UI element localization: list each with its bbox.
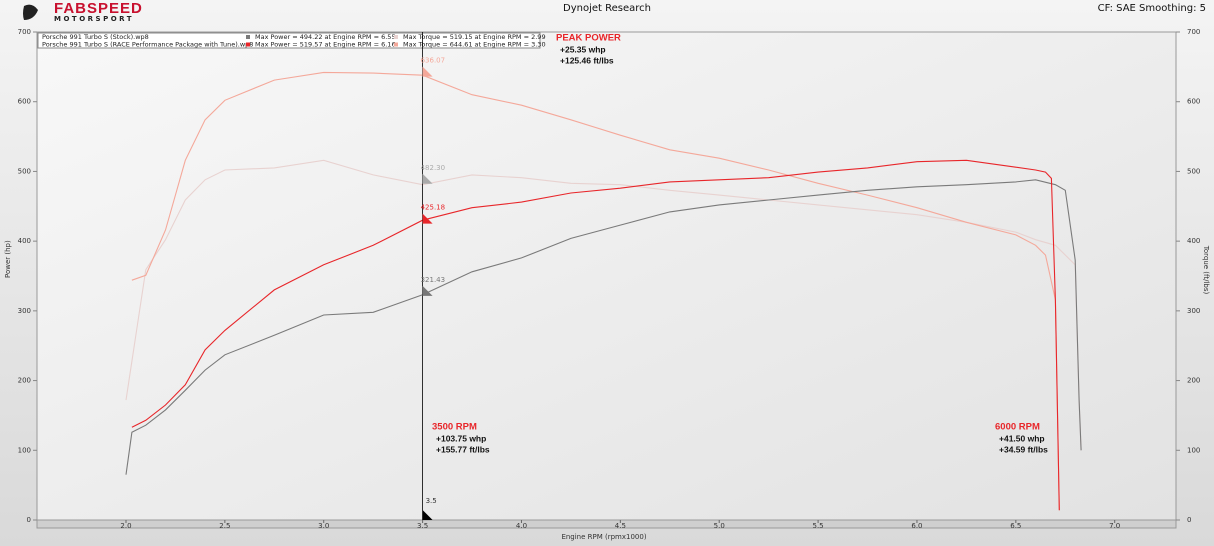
logo-sub: MOTORSPORT [54, 15, 134, 23]
y2-tick-label: 100 [1187, 446, 1200, 454]
power-torque-curve [125, 159, 1082, 451]
x-tick-label: 5.5 [813, 522, 824, 530]
y2-tick-label: 700 [1187, 28, 1200, 36]
y-tick-label: 400 [18, 237, 31, 245]
logo: FABSPEED [54, 0, 143, 17]
cursor-readout-marker [422, 213, 433, 224]
cursor-marker [422, 510, 433, 520]
legend-swatch [394, 42, 398, 47]
x-tick-label: 2.5 [219, 522, 230, 530]
x-tick-label: 7.0 [1109, 522, 1120, 530]
legend-max-torque: Max Torque = 519.15 at Engine RPM = 2.99 [403, 33, 546, 41]
legend-box [37, 32, 541, 49]
legend-swatch [246, 35, 250, 39]
annotation-title: 6000 RPM [995, 422, 1040, 433]
y-tick-label: 600 [18, 98, 31, 106]
x-tick-label: 6.0 [911, 522, 922, 530]
cursor-readout-marker [422, 285, 433, 296]
cursor-readout: 482.30 [421, 164, 446, 172]
annotation-line: +103.75 whp [436, 433, 486, 443]
annotation-line: +125.46 ft/lbs [560, 55, 614, 65]
x-tick-label: 6.5 [1010, 522, 1021, 530]
cursor-x-label: 3.5 [426, 497, 437, 505]
title: Dynojet Research [563, 3, 651, 14]
cursor-readout: 321.43 [421, 276, 446, 284]
y2-tick-label: 400 [1187, 237, 1200, 245]
plot-area [36, 31, 1177, 521]
legend-swatch [394, 35, 398, 39]
y-axis-label: Power (hp) [4, 240, 12, 278]
cursor-readout: 425.18 [421, 204, 446, 212]
annotation-line: +34.59 ft/lbs [999, 444, 1048, 454]
power-torque-curve [131, 71, 1060, 511]
legend-file: Porsche 991 Turbo S (RACE Performance Pa… [42, 41, 253, 49]
annotation-title: PEAK POWER [556, 33, 621, 44]
cursor-readout-marker [422, 66, 433, 77]
x-axis-strip [36, 519, 1177, 529]
legend-max-torque: Max Torque = 644.61 at Engine RPM = 3.30 [403, 41, 546, 49]
y-tick-label: 500 [18, 167, 31, 175]
y2-tick-label: 500 [1187, 167, 1200, 175]
annotation-line: +25.35 whp [560, 44, 606, 54]
legend-max-power: Max Power = 494.22 at Engine RPM = 6.55 [255, 33, 396, 41]
y2-tick-label: 0 [1187, 516, 1191, 524]
x-tick-label: 3.0 [318, 522, 329, 530]
x-tick-label: 2.0 [120, 522, 131, 530]
power-torque-curve [131, 159, 1060, 511]
y2-tick-label: 200 [1187, 377, 1200, 385]
y-tick-label: 700 [18, 28, 31, 36]
y-tick-label: 100 [18, 446, 31, 454]
annotation-title: 3500 RPM [432, 422, 477, 433]
x-tick-label: 3.5 [417, 522, 428, 530]
y-tick-label: 300 [18, 307, 31, 315]
logo-emblem [23, 4, 38, 21]
x-tick-label: 5.0 [714, 522, 725, 530]
x-tick-label: 4.5 [615, 522, 626, 530]
x-tick-label: 4.0 [516, 522, 527, 530]
y2-tick-label: 300 [1187, 307, 1200, 315]
cursor-readout: 636.07 [421, 57, 446, 65]
legend-file: Porsche 991 Turbo S (Stock).wp8 [42, 33, 149, 41]
x-axis-label: Engine RPM (rpmx1000) [561, 533, 646, 541]
legend-swatch [246, 42, 250, 47]
legend-max-power: Max Power = 519.57 at Engine RPM = 6.16 [255, 41, 396, 49]
y-tick-label: 0 [27, 516, 31, 524]
y2-axis-label: Torque (ft/lbs) [1202, 245, 1210, 295]
y-tick-label: 200 [18, 377, 31, 385]
settings: CF: SAE Smoothing: 5 [1098, 3, 1206, 14]
cursor-readout-marker [422, 173, 433, 184]
power-torque-curve [125, 179, 1082, 475]
y2-tick-label: 600 [1187, 98, 1200, 106]
annotation-line: +41.50 whp [999, 433, 1045, 443]
annotation-line: +155.77 ft/lbs [436, 444, 490, 454]
